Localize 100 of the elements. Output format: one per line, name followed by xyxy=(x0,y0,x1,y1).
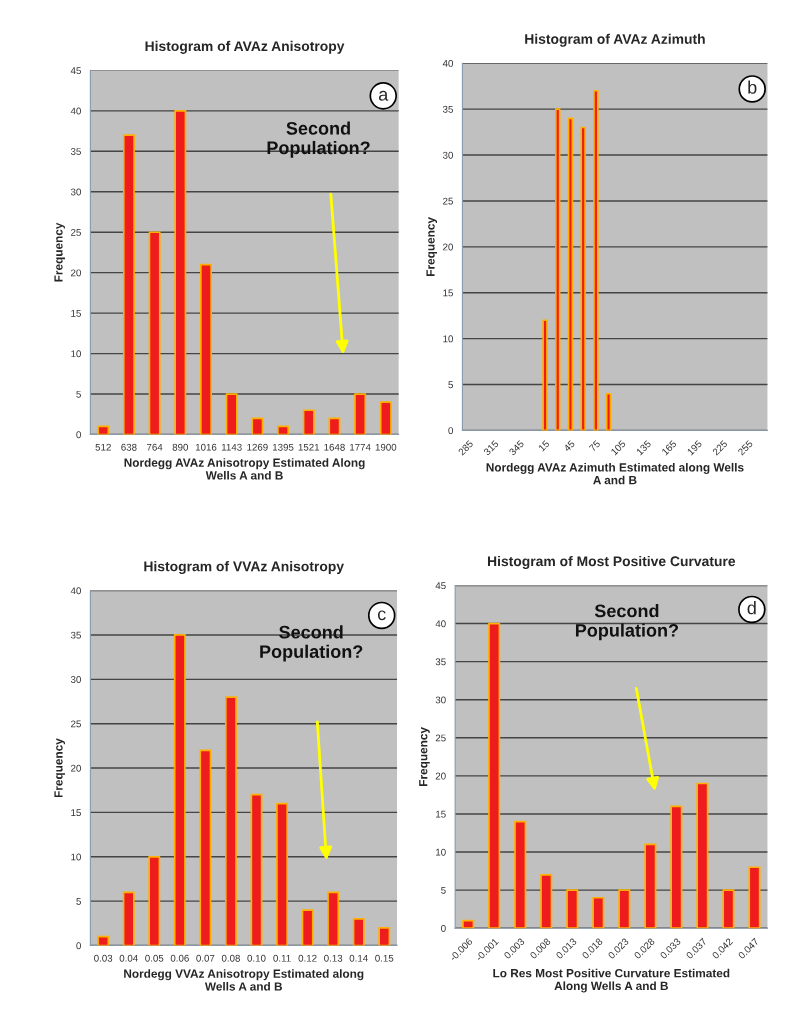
y-tick-label: 5 xyxy=(441,886,446,894)
bar xyxy=(567,117,574,431)
x-tick-label: 285 xyxy=(457,439,474,456)
bar xyxy=(327,891,340,946)
x-tick-label: 890 xyxy=(172,443,189,451)
x-tick-label: 15 xyxy=(538,440,550,452)
x-tick-label: 75 xyxy=(588,440,601,452)
bar xyxy=(352,918,365,946)
bar xyxy=(514,820,527,929)
y-tick-label: 0 xyxy=(441,924,446,932)
bar xyxy=(696,782,709,929)
y-axis-title: Frequency xyxy=(419,727,430,786)
x-tick-label: 512 xyxy=(95,443,111,451)
x-tick-label: 195 xyxy=(686,439,703,456)
y-tick-label: 20 xyxy=(435,772,446,780)
y-tick-label: 30 xyxy=(435,696,446,704)
y-tick-label: 40 xyxy=(70,107,81,115)
bar xyxy=(378,926,391,946)
bar xyxy=(593,89,599,431)
chart-title: Histogram of AVAz Azimuth xyxy=(525,33,705,47)
bar xyxy=(276,802,288,946)
y-tick-label: 5 xyxy=(448,381,453,389)
bar xyxy=(354,393,367,435)
bar xyxy=(462,919,475,929)
y-axis-title: Frequency xyxy=(54,738,65,798)
x-tick-label: 315 xyxy=(483,439,499,456)
x-tick-label: 1521 xyxy=(298,443,320,451)
annotation: c xyxy=(377,610,386,621)
chart-title: Histogram of Most Positive Curvature xyxy=(487,555,736,569)
y-tick-label: 25 xyxy=(435,734,446,742)
y-tick-label: 35 xyxy=(435,658,446,666)
bar xyxy=(644,843,657,929)
x-axis-title: Nordegg AVAz Azimuth Estimated along Wells A and B xyxy=(486,462,744,485)
bar xyxy=(250,793,263,946)
bar xyxy=(554,108,561,431)
y-tick-label: 15 xyxy=(436,810,446,818)
x-tick-label: 764 xyxy=(147,443,163,451)
x-tick-label: 0.03 xyxy=(94,954,113,962)
bar xyxy=(542,319,548,431)
y-tick-label: 10 xyxy=(443,335,453,343)
x-tick-label: 0.10 xyxy=(247,954,266,962)
y-tick-label: 10 xyxy=(71,853,81,861)
bar xyxy=(225,393,238,435)
y-tick-label: 30 xyxy=(70,676,81,683)
y-tick-label: 45 xyxy=(70,67,81,74)
x-tick-label: 0.11 xyxy=(273,954,291,962)
y-axis-title: Frequency xyxy=(426,217,438,276)
x-axis-title: Nordegg VVAz Anisotropy Estimated along Wells A and B xyxy=(124,969,364,991)
x-tick-label: 0.08 xyxy=(221,954,240,962)
y-tick-label: 20 xyxy=(71,269,81,277)
y-tick-label: 25 xyxy=(443,197,453,205)
y-tick-label: 5 xyxy=(76,390,81,398)
y-tick-label: 45 xyxy=(435,582,446,590)
bar xyxy=(302,409,315,435)
bar xyxy=(540,874,553,929)
y-axis-title: Frequency xyxy=(54,222,65,282)
bar xyxy=(199,749,212,946)
chart-title: Histogram of VVAz Anisotropy xyxy=(144,561,344,575)
x-tick-label: 0.06 xyxy=(170,954,189,962)
annotation: Second Population? xyxy=(260,625,363,662)
bar xyxy=(605,392,612,431)
x-tick-label: 135 xyxy=(635,439,652,456)
x-tick-label: 0.13 xyxy=(324,954,343,962)
y-tick-label: 15 xyxy=(71,309,81,317)
x-tick-label: 0.05 xyxy=(145,954,164,962)
bar xyxy=(97,425,110,435)
bar xyxy=(122,891,135,946)
x-tick-label: 1774 xyxy=(350,443,371,451)
x-tick-label: 0.14 xyxy=(349,954,368,962)
x-tick-label: 0.04 xyxy=(119,954,138,962)
bar xyxy=(122,134,135,435)
y-tick-label: 10 xyxy=(436,848,446,856)
y-tick-label: 0 xyxy=(76,431,81,439)
y-tick-label: 30 xyxy=(70,188,81,196)
bar xyxy=(580,126,586,431)
x-tick-label: 1143 xyxy=(221,443,242,451)
bar xyxy=(174,110,187,435)
y-tick-label: 40 xyxy=(435,620,446,628)
y-tick-label: 20 xyxy=(443,243,453,251)
bar xyxy=(301,909,314,946)
annotation: Second Population? xyxy=(575,604,679,641)
y-tick-label: 25 xyxy=(71,228,81,236)
y-tick-label: 15 xyxy=(443,289,453,297)
y-tick-label: 0 xyxy=(448,427,453,435)
y-tick-label: 0 xyxy=(76,942,81,950)
x-tick-label: 1016 xyxy=(195,443,217,451)
y-tick-label: 40 xyxy=(442,59,453,67)
bar xyxy=(148,855,161,946)
bar xyxy=(224,696,237,946)
annotation: b xyxy=(748,80,757,94)
x-tick-label: 1900 xyxy=(375,443,397,451)
bar xyxy=(251,417,264,435)
bar xyxy=(173,634,186,946)
y-tick-label: 15 xyxy=(71,809,81,817)
bar xyxy=(722,889,735,929)
bar xyxy=(618,889,631,929)
bar xyxy=(488,622,501,929)
x-tick-label: 165 xyxy=(661,439,677,456)
x-tick-label: 0.12 xyxy=(298,954,317,962)
y-tick-label: 10 xyxy=(71,350,81,358)
